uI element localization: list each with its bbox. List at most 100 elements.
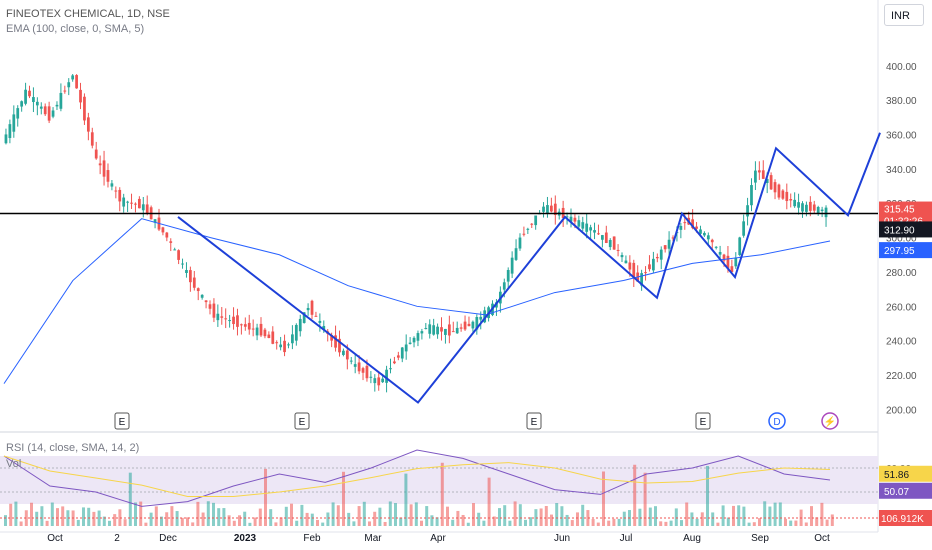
ema-legend: EMA (100, close, 0, SMA, 5): [6, 23, 144, 35]
volume-bar: [451, 520, 454, 526]
volume-bar: [196, 502, 199, 526]
candle-body: [197, 288, 200, 291]
candle-body: [762, 170, 765, 179]
volume-bar: [618, 519, 621, 526]
candle-body: [16, 108, 19, 118]
candle-body: [370, 377, 373, 378]
volume-bar: [274, 522, 277, 526]
volume-bar: [425, 506, 428, 526]
candle-body: [67, 82, 70, 87]
candle-body: [644, 272, 647, 273]
candle-body: [381, 379, 384, 382]
candle-body: [825, 208, 828, 218]
candle-body: [742, 221, 745, 235]
volume-bar: [290, 504, 293, 526]
volume-bar: [363, 502, 366, 526]
candle-body: [130, 203, 133, 204]
volume-bar: [378, 508, 381, 526]
volume-bar: [607, 521, 610, 526]
x-tick-label: Sep: [751, 533, 769, 544]
candle-body: [585, 224, 588, 232]
candle-body: [12, 114, 15, 131]
candle-body: [542, 207, 545, 212]
rsi-ma-value-label: 51.86: [884, 470, 909, 481]
volume-bar: [706, 466, 709, 526]
volume-bar: [748, 523, 751, 526]
candle-body: [75, 75, 78, 88]
candle-body: [440, 327, 443, 331]
volume-bar: [373, 512, 376, 526]
candle-body: [260, 324, 263, 336]
volume-bar: [243, 512, 246, 526]
volume-bar: [389, 501, 392, 526]
volume-bar: [503, 505, 506, 526]
candle-body: [95, 150, 98, 159]
volume-bar: [222, 508, 225, 526]
volume-bar: [446, 507, 449, 526]
candle-body: [240, 324, 243, 325]
volume-value-label: 106.912K: [881, 514, 924, 525]
volume-bar: [742, 507, 745, 526]
volume-bar: [436, 517, 439, 526]
candle-body: [315, 316, 318, 317]
candle-body: [79, 90, 82, 103]
candle-body: [311, 301, 314, 315]
candle-body: [409, 343, 412, 344]
x-tick-label: 2023: [234, 533, 257, 544]
candle-body: [56, 105, 59, 107]
candle-body: [813, 205, 816, 211]
candle-body: [83, 97, 86, 121]
candle-body: [177, 250, 180, 260]
volume-bar: [441, 463, 444, 526]
y-tick-label: 260.00: [886, 302, 917, 313]
volume-bar: [810, 506, 813, 526]
candle-body: [750, 185, 753, 205]
candle-body: [9, 124, 12, 138]
currency-button[interactable]: INR: [884, 4, 924, 26]
volume-bar: [87, 508, 90, 526]
candle-body: [424, 328, 427, 329]
volume-bar: [108, 521, 111, 526]
candle-body: [417, 333, 420, 341]
volume-bar: [540, 508, 543, 526]
volume-bar: [316, 520, 319, 526]
candle-body: [271, 332, 274, 344]
candle-body: [778, 185, 781, 198]
candle-body: [679, 226, 682, 230]
volume-bar: [311, 514, 314, 526]
symbol-legend: FINEOTEX CHEMICAL, 1D, NSE: [6, 8, 170, 20]
y-tick-label: 360.00: [886, 131, 917, 142]
volume-bar: [358, 506, 361, 526]
x-tick-label: Oct: [47, 533, 63, 544]
candle-body: [162, 227, 165, 232]
candle-body: [511, 258, 514, 274]
earnings-marker-label: E: [119, 417, 126, 428]
candle-body: [173, 249, 176, 250]
candle-body: [613, 236, 616, 249]
volume-bar: [831, 514, 834, 526]
volume-bar: [675, 508, 678, 526]
volume-bar: [280, 517, 283, 526]
volume-bar: [212, 503, 215, 526]
candle-body: [366, 366, 369, 378]
volume-bar: [82, 507, 85, 526]
volume-bar: [815, 517, 818, 526]
candle-body: [267, 335, 270, 338]
volume-bar: [545, 506, 548, 526]
volume-bar: [737, 505, 740, 526]
candle-body: [377, 377, 380, 385]
volume-bar: [462, 515, 465, 526]
last-price-label: 315.45: [884, 205, 915, 216]
candle-body: [52, 110, 55, 116]
volume-bar: [763, 501, 766, 526]
candle-body: [546, 205, 549, 213]
volume-bar: [410, 504, 413, 526]
volume-bar: [165, 512, 168, 526]
candle-body: [350, 361, 353, 362]
volume-bar: [477, 513, 480, 526]
volume-bar: [430, 515, 433, 526]
candle-body: [593, 230, 596, 232]
volume-bar: [186, 517, 189, 526]
candle-body: [436, 327, 439, 335]
